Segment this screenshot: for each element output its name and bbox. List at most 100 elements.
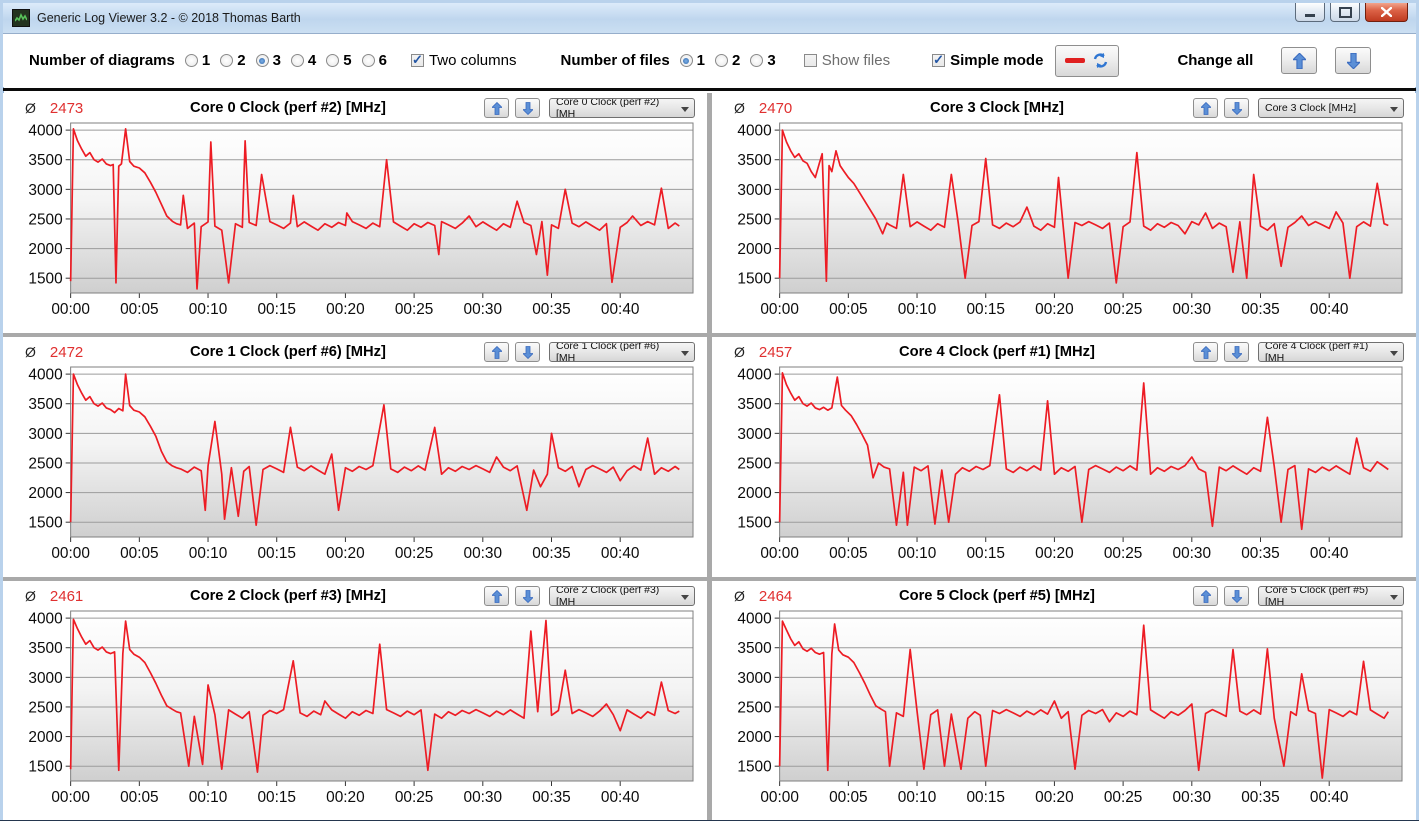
row-splitter[interactable] xyxy=(712,333,1416,337)
metric-dropdown[interactable]: Core 2 Clock (perf #3) [MH xyxy=(549,586,695,606)
svg-text:00:10: 00:10 xyxy=(189,789,228,805)
diagrams-option-6[interactable]: 6 xyxy=(361,52,387,69)
diagrams-option-5[interactable]: 5 xyxy=(326,52,352,69)
mean-value: 2473 xyxy=(49,99,84,117)
svg-text:00:30: 00:30 xyxy=(464,789,503,805)
diagrams-option-3[interactable]: 3 xyxy=(255,52,281,69)
arrow-down-icon xyxy=(522,345,533,359)
svg-text:2500: 2500 xyxy=(28,699,62,716)
chart-title: Core 4 Clock (perf #1) [MHz] xyxy=(899,344,1095,360)
row-splitter[interactable] xyxy=(3,577,707,581)
close-button[interactable] xyxy=(1365,3,1408,22)
svg-text:3500: 3500 xyxy=(28,152,62,169)
svg-text:00:05: 00:05 xyxy=(120,301,159,317)
move-up-button[interactable] xyxy=(1193,586,1218,606)
files-radio-group: 1 2 3 xyxy=(679,52,786,69)
svg-text:2500: 2500 xyxy=(28,455,62,472)
metric-dropdown[interactable]: Core 0 Clock (perf #2) [MH xyxy=(549,98,695,118)
arrow-up-icon xyxy=(1292,52,1306,69)
move-up-button[interactable] xyxy=(484,342,509,362)
window-controls xyxy=(1295,3,1408,22)
move-down-button[interactable] xyxy=(515,342,540,362)
svg-text:1500: 1500 xyxy=(737,271,771,288)
svg-text:00:25: 00:25 xyxy=(395,545,434,561)
change-all-label: Change all xyxy=(1177,52,1254,69)
svg-text:3000: 3000 xyxy=(28,426,62,443)
metric-dropdown[interactable]: Core 4 Clock (perf #1) [MH xyxy=(1258,342,1404,362)
chart-panel-core0: Ø 2473 Core 0 Clock (perf #2) [MHz] Core… xyxy=(3,93,707,333)
chart-panel-core4: Ø 2457 Core 4 Clock (perf #1) [MHz] Core… xyxy=(712,337,1416,577)
charts-grid: Ø 2473 Core 0 Clock (perf #2) [MHz] Core… xyxy=(3,93,1416,821)
diagrams-option-1[interactable]: 1 xyxy=(184,52,210,69)
chevron-down-icon xyxy=(681,107,689,112)
metric-dropdown[interactable]: Core 5 Clock (perf #5) [MH xyxy=(1258,586,1404,606)
arrow-down-icon xyxy=(1231,589,1242,603)
diagrams-option-2[interactable]: 2 xyxy=(220,52,246,69)
files-option-3[interactable]: 3 xyxy=(750,52,776,69)
move-up-button[interactable] xyxy=(1193,342,1218,362)
arrow-down-icon xyxy=(1346,52,1360,69)
chart-title: Core 0 Clock (perf #2) [MHz] xyxy=(190,100,386,116)
maximize-button[interactable] xyxy=(1330,3,1360,22)
mean-value: 2461 xyxy=(49,587,84,605)
svg-text:00:20: 00:20 xyxy=(1035,301,1074,317)
arrow-down-icon xyxy=(522,101,533,115)
svg-text:2500: 2500 xyxy=(737,455,771,472)
diagrams-label: Number of diagrams xyxy=(29,52,175,69)
move-up-button[interactable] xyxy=(1193,98,1218,118)
move-down-button[interactable] xyxy=(1224,586,1249,606)
column-splitter[interactable] xyxy=(707,93,712,821)
svg-text:3500: 3500 xyxy=(737,396,771,413)
move-down-button[interactable] xyxy=(515,98,540,118)
svg-text:1500: 1500 xyxy=(737,759,771,776)
show-files-checkbox[interactable]: Show files xyxy=(803,52,890,69)
move-down-button[interactable] xyxy=(1224,342,1249,362)
move-up-button[interactable] xyxy=(484,98,509,118)
line-chart: 1500 2000 2500 3000 3500 4000 00:00 00:05 00:10 0… xyxy=(737,122,1403,317)
svg-text:00:10: 00:10 xyxy=(189,545,228,561)
metric-dropdown[interactable]: Core 1 Clock (perf #6) [MH xyxy=(549,342,695,362)
move-up-button[interactable] xyxy=(484,586,509,606)
svg-text:4000: 4000 xyxy=(28,611,62,628)
svg-text:00:05: 00:05 xyxy=(829,545,868,561)
files-option-1[interactable]: 1 xyxy=(679,52,705,69)
svg-text:3500: 3500 xyxy=(737,640,771,657)
svg-text:3000: 3000 xyxy=(737,182,771,199)
chart-title: Core 2 Clock (perf #3) [MHz] xyxy=(190,588,386,604)
sync-refresh-button[interactable] xyxy=(1055,44,1120,77)
metric-dropdown[interactable]: Core 3 Clock [MHz] xyxy=(1258,98,1404,118)
arrow-up-icon xyxy=(1200,345,1211,359)
arrow-down-icon xyxy=(1231,101,1242,115)
svg-text:00:15: 00:15 xyxy=(966,301,1005,317)
svg-text:00:10: 00:10 xyxy=(898,789,937,805)
svg-text:00:30: 00:30 xyxy=(1173,545,1212,561)
minimize-button[interactable] xyxy=(1295,3,1325,22)
row-splitter[interactable] xyxy=(3,333,707,337)
svg-text:2000: 2000 xyxy=(28,485,62,502)
app-logo-icon xyxy=(12,9,30,27)
svg-text:3500: 3500 xyxy=(28,396,62,413)
simple-mode-checkbox[interactable]: Simple mode xyxy=(932,52,1043,69)
svg-text:2500: 2500 xyxy=(28,211,62,228)
svg-text:4000: 4000 xyxy=(28,123,62,140)
toolbar: Number of diagrams 1 2 3 4 5 6 Two colum… xyxy=(3,34,1416,87)
svg-text:3000: 3000 xyxy=(28,182,62,199)
diagrams-option-4[interactable]: 4 xyxy=(290,52,316,69)
mean-value: 2470 xyxy=(758,99,793,117)
two-columns-checkbox[interactable]: Two columns xyxy=(410,52,516,69)
row-splitter[interactable] xyxy=(712,577,1416,581)
files-option-2[interactable]: 2 xyxy=(715,52,740,69)
move-down-button[interactable] xyxy=(1224,98,1249,118)
move-down-button[interactable] xyxy=(515,586,540,606)
svg-text:00:20: 00:20 xyxy=(326,789,365,805)
refresh-icon xyxy=(1094,53,1108,68)
svg-text:4000: 4000 xyxy=(737,611,771,628)
chart-title: Core 5 Clock (perf #5) [MHz] xyxy=(899,588,1095,604)
change-all-up-button[interactable] xyxy=(1281,47,1318,74)
svg-text:1500: 1500 xyxy=(28,515,62,532)
change-all-down-button[interactable] xyxy=(1335,47,1372,74)
arrow-up-icon xyxy=(1200,101,1211,115)
svg-text:00:00: 00:00 xyxy=(51,789,90,805)
svg-text:3500: 3500 xyxy=(28,640,62,657)
